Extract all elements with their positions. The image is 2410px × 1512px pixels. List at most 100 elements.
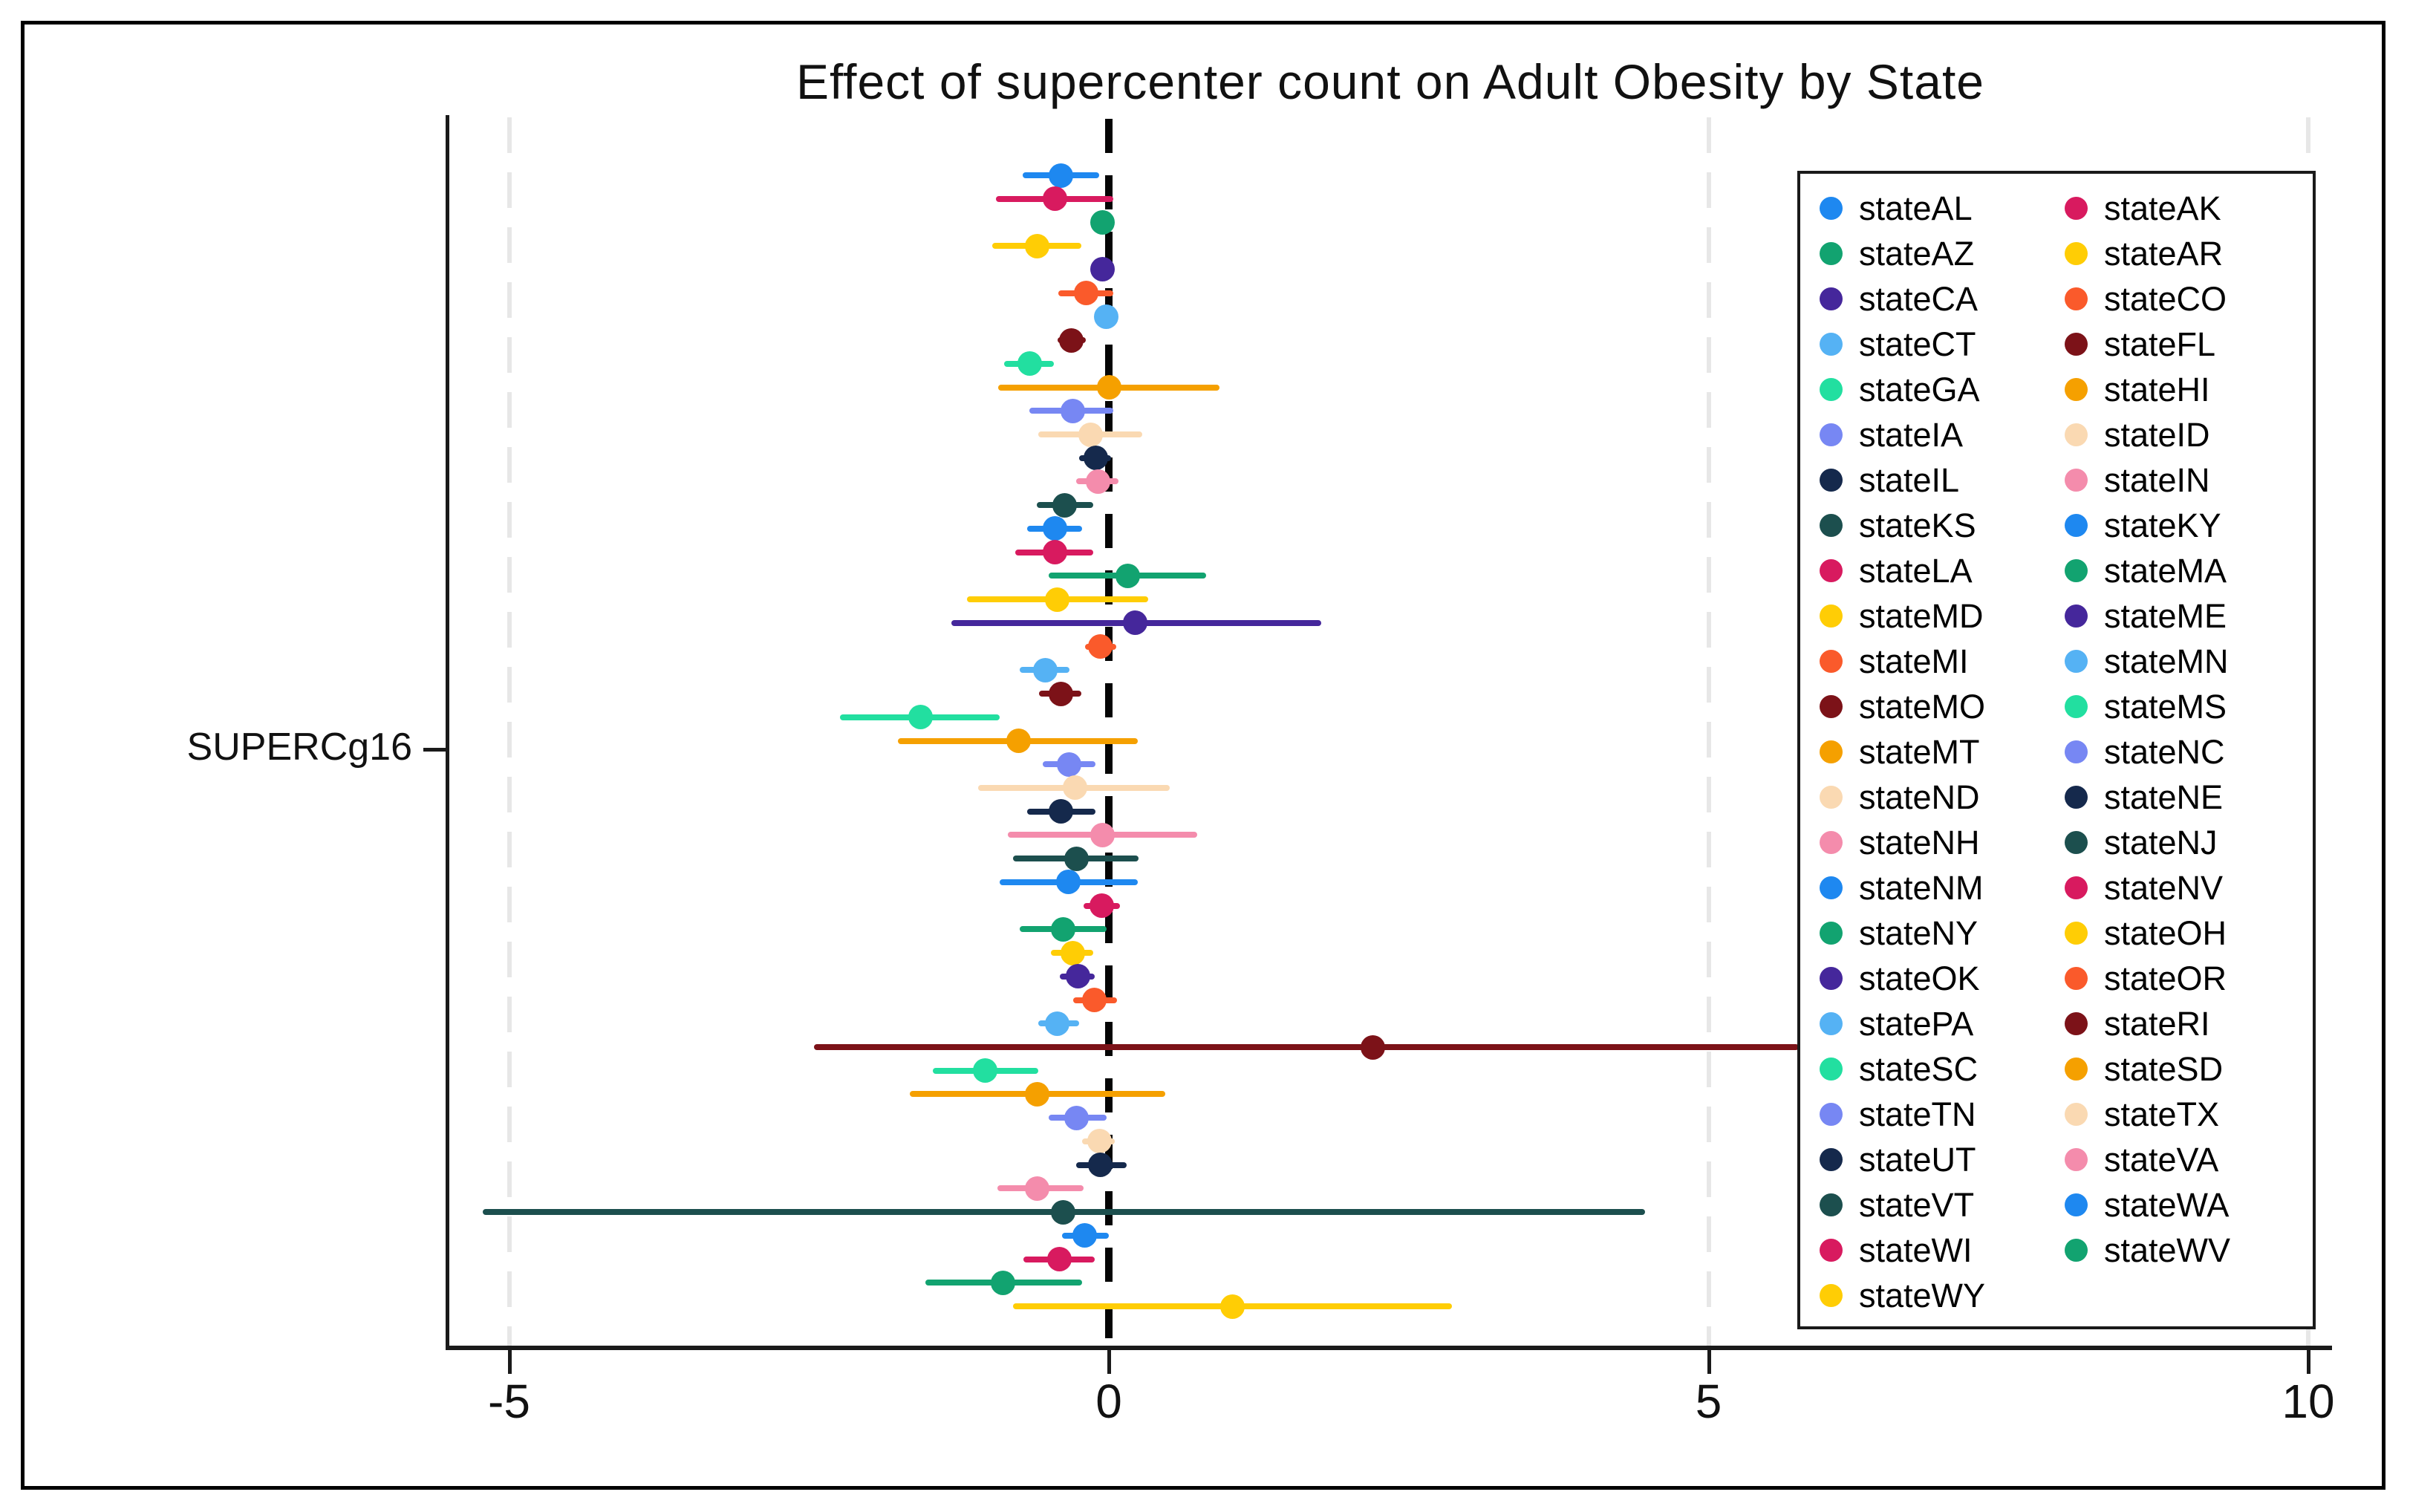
legend-item-stateVT: stateVT [1820, 1182, 2065, 1228]
point-stateID [1078, 422, 1104, 447]
legend-item-stateND: stateND [1820, 775, 2065, 820]
point-stateWI [1047, 1247, 1072, 1272]
point-stateCT [1094, 304, 1119, 329]
y-axis-spine [446, 115, 449, 1348]
point-stateAR [1024, 233, 1049, 258]
legend-label: stateGA [1859, 370, 1980, 408]
legend-label: stateID [2104, 415, 2210, 454]
gridline-x--5 [507, 117, 512, 1348]
gridline-x-5 [1706, 117, 1711, 1348]
legend-label: stateLA [1859, 551, 1973, 590]
legend-swatch-icon [1820, 287, 1843, 310]
point-stateSC [973, 1058, 998, 1084]
legend-label: statePA [1859, 1004, 1974, 1043]
legend-item-stateMI: stateMI [1820, 639, 2065, 684]
legend-item-stateNM: stateNM [1820, 865, 2065, 910]
point-stateNV [1089, 893, 1114, 919]
legend-swatch-icon [1820, 1012, 1843, 1035]
legend-swatch-icon [1820, 1103, 1843, 1126]
legend-item-stateKS: stateKS [1820, 503, 2065, 548]
legend-item-stateWV: stateWV [2065, 1228, 2310, 1273]
point-stateMA [1116, 563, 1141, 588]
legend-swatch-icon [2065, 967, 2088, 990]
x-axis-tick-label-0: 0 [1095, 1375, 1122, 1428]
legend-item-stateHI: stateHI [2065, 367, 2310, 412]
legend-item-stateID: stateID [2065, 412, 2310, 457]
point-stateOH [1061, 940, 1086, 965]
point-stateLA [1042, 540, 1067, 565]
legend-label: stateND [1859, 778, 1980, 816]
legend-swatch-icon [2065, 740, 2088, 763]
legend-label: stateAK [2104, 189, 2221, 227]
point-stateMN [1032, 657, 1058, 682]
legend-swatch-icon [2065, 786, 2088, 809]
point-stateNY [1051, 916, 1076, 942]
legend-item-stateIN: stateIN [2065, 457, 2310, 503]
legend-label: stateMN [2104, 642, 2229, 680]
x-axis-tick-label-5: 5 [1695, 1375, 1722, 1428]
legend-swatch-icon [1820, 242, 1843, 265]
legend-swatch-icon [2065, 514, 2088, 537]
point-stateOR [1082, 988, 1107, 1013]
legend-swatch-icon [2065, 650, 2088, 673]
legend-item-stateNC: stateNC [2065, 729, 2310, 775]
legend-label: stateNV [2104, 868, 2224, 907]
legend-label: stateME [2104, 596, 2227, 635]
legend-item-stateMT: stateMT [1820, 729, 2065, 775]
legend-swatch-icon [2065, 559, 2088, 582]
legend-item-stateNV: stateNV [2065, 865, 2310, 910]
legend-label: stateKS [1859, 506, 1976, 544]
legend-swatch-icon [1820, 469, 1843, 492]
legend-item-stateUT: stateUT [1820, 1137, 2065, 1182]
point-stateND [1063, 775, 1088, 801]
point-stateOK [1065, 964, 1090, 989]
legend-item-stateWA: stateWA [2065, 1182, 2310, 1228]
point-stateVA [1024, 1176, 1049, 1201]
x-axis-tick--5 [507, 1350, 512, 1374]
legend-label: stateOR [2104, 959, 2227, 997]
legend-swatch-icon [1820, 1239, 1843, 1262]
legend-item-stateSD: stateSD [2065, 1046, 2310, 1092]
legend-swatch-icon [1820, 559, 1843, 582]
legend-label: stateNE [2104, 778, 2224, 816]
point-stateNJ [1064, 846, 1089, 871]
legend-label: stateTX [2104, 1095, 2220, 1133]
point-stateAK [1042, 186, 1067, 212]
legend-swatch-icon [1820, 378, 1843, 401]
legend-item-stateLA: stateLA [1820, 548, 2065, 593]
y-axis-tick-label: SUPERCg16 [186, 726, 412, 769]
legend-item-stateWI: stateWI [1820, 1228, 2065, 1273]
legend-swatch-icon [2065, 1012, 2088, 1035]
legend-item-stateOK: stateOK [1820, 956, 2065, 1001]
point-stateMT [1006, 729, 1032, 754]
legend-item-stateOR: stateOR [2065, 956, 2310, 1001]
legend-item-stateIA: stateIA [1820, 412, 2065, 457]
legend-swatch-icon [1820, 786, 1843, 809]
legend-label: stateIL [1859, 460, 1960, 499]
legend-label: stateCT [1859, 325, 1976, 363]
legend-item-stateMD: stateMD [1820, 593, 2065, 639]
legend-item-stateMS: stateMS [2065, 684, 2310, 729]
legend-swatch-icon [2065, 333, 2088, 356]
legend-item-stateIL: stateIL [1820, 457, 2065, 503]
legend-item-stateNY: stateNY [1820, 910, 2065, 956]
chart-title: Effect of supercenter count on Adult Obe… [795, 54, 1985, 109]
legend-item-stateCA: stateCA [1820, 276, 2065, 322]
legend-label: stateTN [1859, 1095, 1976, 1133]
point-stateMS [908, 705, 933, 730]
point-stateNE [1048, 799, 1073, 824]
legend-label: stateNH [1859, 823, 1980, 861]
legend-item-stateFL: stateFL [2065, 322, 2310, 367]
legend-item-stateNH: stateNH [1820, 820, 2065, 865]
x-axis-tick-label--5: -5 [488, 1375, 530, 1428]
legend-swatch-icon [2065, 469, 2088, 492]
point-stateSD [1024, 1081, 1049, 1107]
legend: stateAL stateAK stateAZ stateAR stateCA state… [1797, 171, 2316, 1329]
point-stateMI [1088, 634, 1113, 659]
legend-swatch-icon [1820, 740, 1843, 763]
legend-swatch-icon [1820, 922, 1843, 945]
legend-item-stateWY: stateWY [1820, 1273, 2065, 1318]
point-stateHI [1096, 375, 1121, 400]
point-stateMO [1048, 681, 1073, 706]
legend-label: stateAZ [1859, 234, 1975, 273]
